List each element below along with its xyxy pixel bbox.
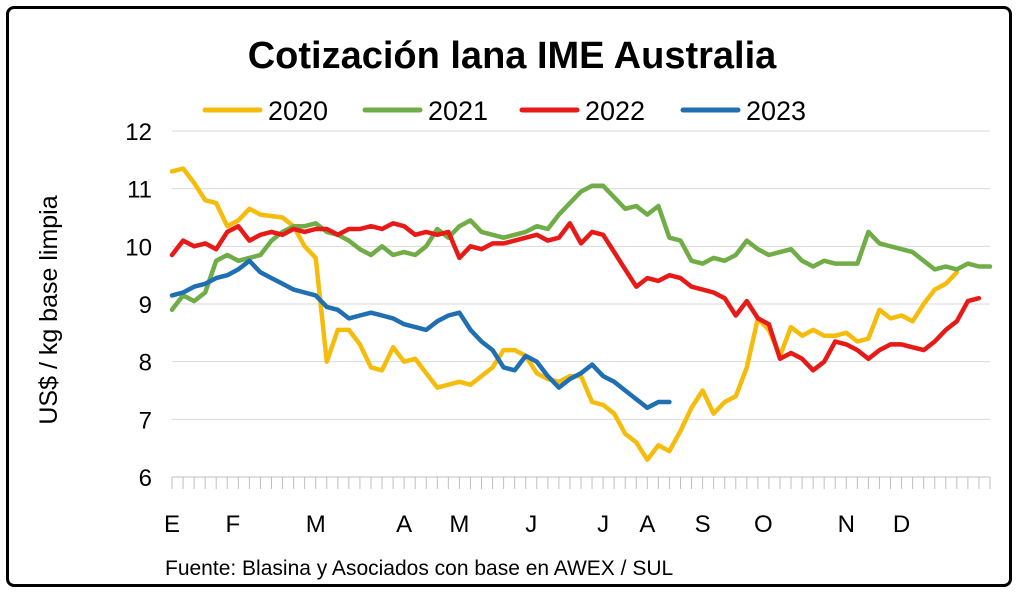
y-tick-label: 11 [127,177,152,204]
y-tick-labels: 6 7 8 9 10 11 12 [125,119,152,492]
y-tick-label: 7 [139,407,152,434]
x-tick-label: M [449,511,469,538]
legend: 2020 2021 2022 2023 [202,96,806,126]
x-tick-label: F [225,511,240,538]
x-tick-label: A [639,511,655,538]
source-note: Fuente: Blasina y Asociados con base en … [165,557,673,580]
x-tick-label: S [695,511,711,538]
series-line-2023 [169,258,672,411]
x-tick-label: N [838,511,855,538]
x-tick-label: D [893,511,910,538]
series-line-2020 [169,166,960,462]
x-tick-label: J [525,511,537,538]
x-tick-label: E [164,511,180,538]
y-tick-label: 10 [125,234,152,261]
series-line-2021 [169,183,993,313]
legend-label-2022: 2022 [585,96,645,126]
y-tick-label: 8 [139,350,152,377]
x-tick-label: O [754,511,773,538]
series-line-2022 [169,221,982,373]
gridlines [171,130,991,489]
x-tick-label: M [306,511,326,538]
x-tick-label: J [597,511,609,538]
chart-title: Cotización lana IME Australia [248,35,777,77]
y-axis-label: US$ / kg base limpia [35,195,63,424]
y-tick-label: 12 [125,119,152,146]
x-tick-label: A [396,511,412,538]
legend-label-2021: 2021 [428,96,488,126]
series-lines [169,166,993,462]
y-tick-label: 6 [139,465,152,492]
y-tick-label: 9 [139,292,152,319]
legend-label-2020: 2020 [268,96,328,126]
legend-label-2023: 2023 [746,96,806,126]
